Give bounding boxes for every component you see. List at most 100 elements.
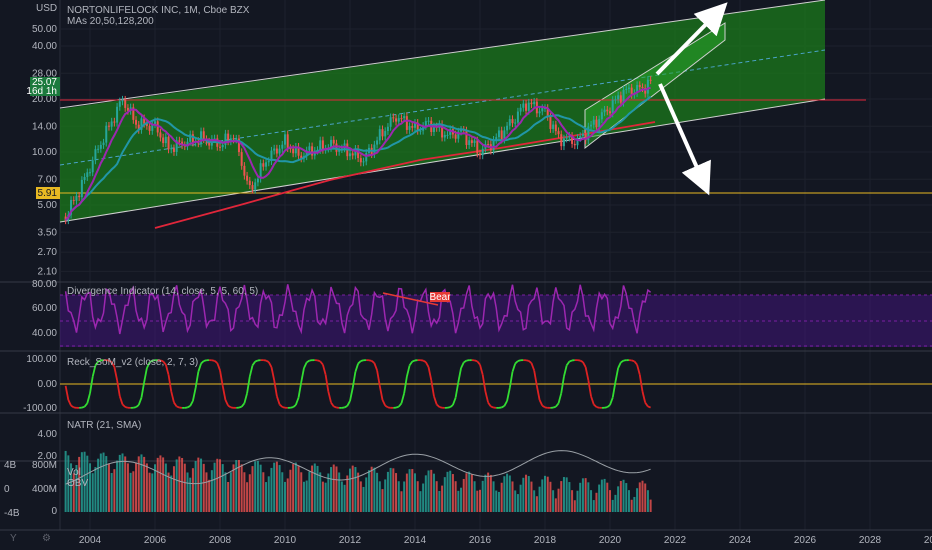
candle-body — [432, 126, 435, 133]
candle-body — [552, 124, 555, 129]
rsom-segment — [644, 402, 649, 407]
rsom-segment — [479, 364, 484, 375]
candle-body — [397, 118, 400, 122]
volume-bar — [332, 464, 335, 512]
rsom-segment — [214, 360, 218, 364]
down-arrow[interactable] — [658, 83, 711, 196]
time-tick-label: 2016 — [469, 535, 492, 546]
candle-body — [243, 165, 246, 176]
rsom-segment — [430, 379, 435, 397]
price-axis: 50.00 40.00 28.00 20.00 14.00 10.00 7.00 5.00 3.… — [32, 24, 57, 277]
volume-bar — [587, 482, 590, 512]
rsom-pane[interactable]: Reck_SoM_v2 (close, 2, 7, 3) — [60, 357, 932, 409]
rsom-segment — [290, 406, 294, 409]
volume-bar — [625, 483, 628, 512]
natr-pane[interactable]: NATR (21, SMA) — [67, 420, 141, 431]
volume-bar — [292, 464, 295, 512]
candle-body — [83, 176, 86, 180]
volume-bars — [64, 450, 652, 512]
price-tick-label: 20.00 — [32, 94, 57, 105]
candle-body — [70, 199, 73, 215]
volume-bar — [479, 489, 481, 512]
obv-label: OBV — [67, 478, 88, 489]
volume-bar — [308, 471, 311, 512]
volume-bar — [224, 472, 227, 512]
volume-bar — [89, 463, 91, 512]
rsom-segment — [118, 395, 124, 405]
volume-bar — [170, 475, 173, 512]
volume-bar — [316, 465, 319, 512]
rsom-segment — [227, 404, 232, 409]
candle-body — [137, 124, 140, 130]
sub-tick-label: 100.00 — [26, 354, 57, 365]
sub-tick-label: 800M — [32, 460, 57, 471]
price-pane[interactable] — [59, 0, 932, 229]
channel-fill — [60, 0, 825, 222]
candle-body — [598, 119, 601, 128]
divergence-pane[interactable]: Bear Divergence Indicator (14, close, 5,… — [60, 284, 932, 347]
rsom-segment — [433, 395, 438, 405]
rsom-segment — [563, 365, 568, 377]
volume-bar — [627, 490, 630, 512]
candle-body — [105, 125, 108, 143]
volume-bar — [143, 456, 146, 512]
volume-bar — [549, 481, 552, 512]
candle-body — [538, 111, 541, 114]
volume-bar — [340, 481, 343, 512]
candle-body — [508, 119, 511, 126]
candle-body — [571, 135, 574, 144]
candle-body — [465, 130, 468, 146]
candle-body — [118, 101, 121, 107]
volume-bar — [205, 472, 208, 512]
volume-bar — [227, 481, 230, 512]
up-arrow[interactable] — [655, 2, 728, 76]
rsom-segment — [189, 400, 194, 407]
candle-body — [113, 121, 116, 123]
rsom-segment — [611, 381, 617, 398]
rsom-segment — [398, 402, 403, 408]
volume-bar — [335, 466, 338, 512]
price-tick-label: 14.00 — [32, 121, 57, 132]
rsom-segment — [251, 361, 256, 366]
divergence-label: Divergence Indicator (14, close, 5, 5, 6… — [67, 286, 258, 297]
volume-bar — [443, 477, 446, 512]
y-axis-toggle-icon[interactable]: Y — [10, 533, 17, 544]
candle-body — [449, 129, 452, 135]
candle-body — [627, 87, 630, 89]
candle-body — [305, 150, 308, 157]
volume-bar — [102, 452, 105, 512]
volume-bar — [617, 486, 620, 512]
volume-bar — [202, 463, 205, 512]
candle-body — [292, 148, 295, 154]
volume-bar — [506, 473, 509, 512]
volume-bar — [159, 455, 162, 512]
rsom-segment — [378, 385, 384, 401]
candle-body — [308, 146, 311, 151]
volume-bar — [129, 472, 132, 512]
currency-label: USD — [36, 3, 57, 14]
candle-body — [614, 99, 617, 101]
candle-body — [275, 148, 278, 154]
rsom-segment — [83, 402, 88, 408]
rsom-segment — [133, 406, 137, 409]
volume-bar — [200, 458, 203, 512]
time-tick-label: 2010 — [274, 535, 297, 546]
volume-bar — [237, 460, 240, 512]
candle-body — [256, 178, 259, 183]
time-tick-label: 2004 — [79, 535, 102, 546]
volume-bar — [105, 456, 108, 512]
candle-body — [289, 148, 292, 150]
volume-pane[interactable]: Vol OBV — [64, 450, 652, 512]
volume-bar — [67, 455, 70, 512]
volume-bar — [289, 469, 292, 512]
volume-bar — [305, 480, 308, 512]
candle-body — [514, 122, 517, 124]
rsom-segment — [487, 402, 492, 407]
channel-lower-line[interactable] — [59, 98, 826, 223]
candle-body — [94, 149, 97, 161]
volume-bar — [595, 492, 598, 512]
settings-icon[interactable]: ⚙ — [42, 533, 51, 544]
rsom-segment — [425, 361, 430, 368]
candle-body — [395, 118, 398, 122]
